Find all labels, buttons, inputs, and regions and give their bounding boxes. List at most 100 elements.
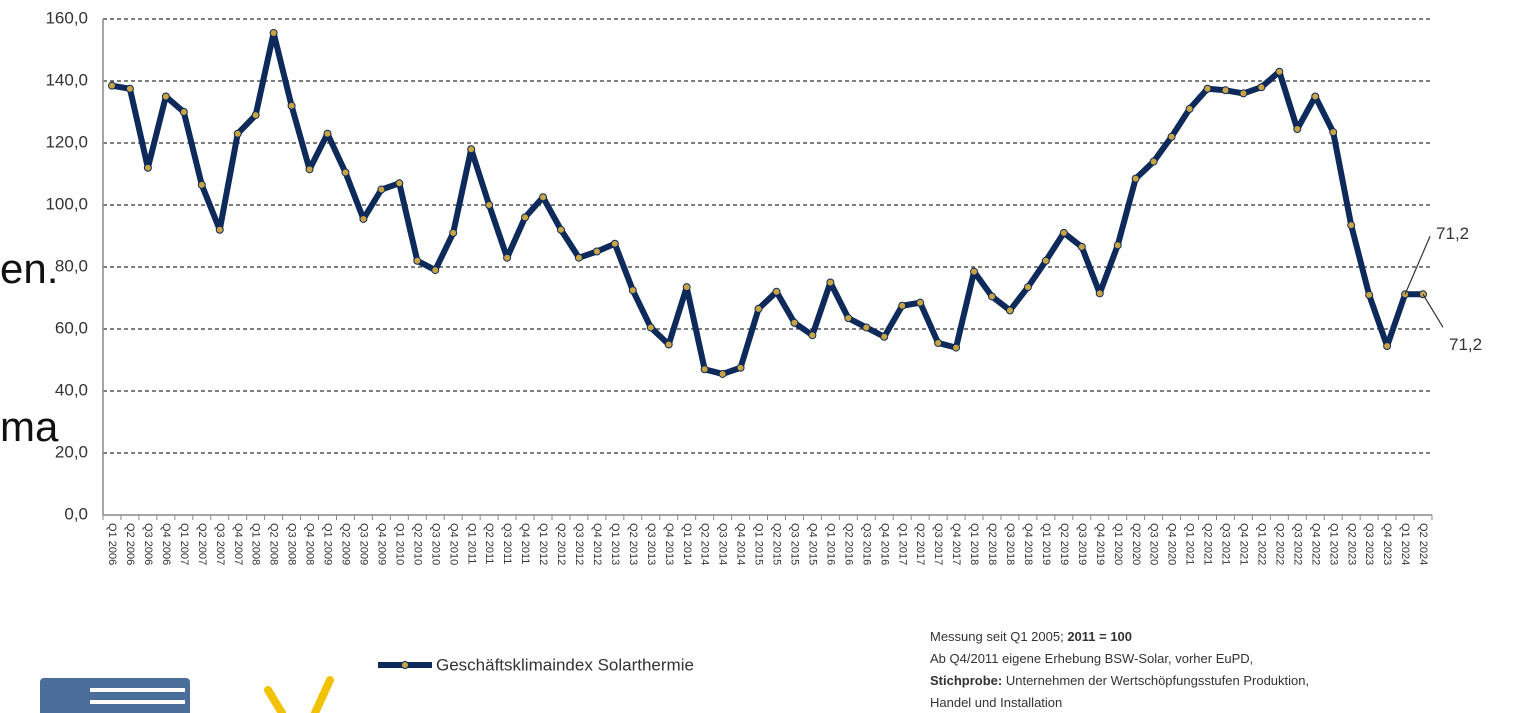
data-point [1203,84,1212,93]
data-point [107,81,116,90]
x-tick-label: Q2 2011 [483,523,495,564]
x-tick-label: Q4 2023 [1381,523,1393,565]
data-point [1365,290,1374,299]
note-segment: Ab Q4/2011 eigene Erhebung BSW-Solar, vo… [930,651,1253,666]
data-point [826,278,835,287]
x-tick-label: Q4 2007 [232,523,244,565]
x-tick-label: Q3 2018 [1004,523,1016,565]
data-point [862,323,871,332]
overlay-text: ma [0,403,59,450]
y-tick-label: 160,0 [45,8,88,27]
note-segment: Handel und Installation [930,695,1062,710]
data-point [970,267,979,276]
x-tick-label: Q3 2014 [717,523,729,565]
x-tick-label: Q4 2021 [1238,523,1250,565]
x-tick-label: Q3 2009 [358,523,370,565]
x-tick-label: Q2 2016 [842,523,854,565]
data-point [718,369,727,378]
x-tick-label: Q4 2012 [591,523,603,565]
x-tick-label: Q1 2021 [1184,523,1196,565]
data-point [646,323,655,332]
x-tick-label: Q1 2018 [968,523,980,565]
note-segment: 2011 = 100 [1067,629,1132,644]
data-point [323,129,332,138]
x-tick-label: Q4 2006 [160,523,172,565]
data-point [987,292,996,301]
note-segment: Stichprobe: [930,673,1002,688]
y-tick-label: 100,0 [45,194,88,213]
x-tick-label: Q4 2015 [806,523,818,565]
data-point [287,101,296,110]
data-point [1095,289,1104,298]
x-tick-label: Q4 2022 [1309,523,1321,565]
x-tick-label: Q3 2007 [214,523,226,565]
data-point [269,28,278,37]
data-point [161,92,170,101]
data-point [1149,157,1158,166]
x-tick-label: Q1 2006 [106,523,118,565]
data-point [251,111,260,120]
x-tick-label: Q4 2010 [447,523,459,565]
data-point [395,179,404,188]
data-point [664,340,673,349]
x-tick-label: Q1 2017 [896,523,908,565]
x-tick-label: Q2 2010 [411,523,423,565]
x-tick-label: Q1 2022 [1255,523,1267,565]
x-tick-label: Q3 2006 [142,523,154,565]
data-point [521,213,530,222]
note-line: Stichprobe: Unternehmen der Wertschöpfun… [930,673,1309,688]
data-point [610,239,619,248]
data-point [1275,67,1284,76]
data-point [898,301,907,310]
data-point [1185,104,1194,113]
data-point [952,343,961,352]
y-tick-label: 80,0 [55,256,88,275]
x-tick-label: Q1 2015 [753,523,765,565]
data-point [1347,221,1356,230]
x-tick-label: Q1 2019 [1040,523,1052,565]
x-tick-label: Q1 2007 [178,523,190,565]
data-point [143,163,152,172]
data-point [628,286,637,295]
data-point [1167,132,1176,141]
note-line: Handel und Installation [930,695,1062,710]
data-point [574,253,583,262]
data-point [1023,283,1032,292]
data-point [431,266,440,275]
data-point [1221,86,1230,95]
x-tick-label: Q2 2009 [340,523,352,565]
x-tick-label: Q3 2011 [501,523,513,564]
x-tick-label: Q1 2008 [250,523,262,565]
x-tick-label: Q3 2013 [645,523,657,565]
x-tick-label: Q4 2017 [950,523,962,565]
data-point [179,108,188,116]
x-tick-label: Q3 2008 [286,523,298,565]
x-tick-label: Q4 2018 [1022,523,1034,565]
data-point [359,214,368,223]
data-point [1311,92,1320,101]
data-point [449,228,458,237]
x-tick-label: Q4 2008 [304,523,316,565]
x-tick-label: Q4 2020 [1166,523,1178,565]
data-point [1257,83,1266,92]
x-tick-label: Q3 2021 [1220,523,1232,565]
x-tick-label: Q1 2023 [1327,523,1339,565]
data-point [1113,241,1122,250]
x-tick-label: Q3 2010 [429,523,441,565]
x-tick-label: Q2 2015 [771,523,783,565]
data-point [1059,228,1068,237]
data-point [934,338,943,347]
data-point [503,253,512,262]
y-tick-label: 20,0 [55,442,88,461]
data-point [754,304,763,313]
x-tick-label: Q4 2016 [878,523,890,565]
note-segment: Messung seit Q1 2005; [930,629,1067,644]
legend-marker [401,661,409,669]
x-tick-label: Q4 2014 [735,523,747,565]
y-tick-label: 40,0 [55,380,88,399]
x-tick-label: Q2 2020 [1130,523,1142,565]
x-tick-label: Q2 2021 [1202,523,1214,565]
x-tick-label: Q1 2014 [681,523,693,565]
data-point [592,247,601,256]
x-tick-label: Q1 2016 [824,523,836,565]
